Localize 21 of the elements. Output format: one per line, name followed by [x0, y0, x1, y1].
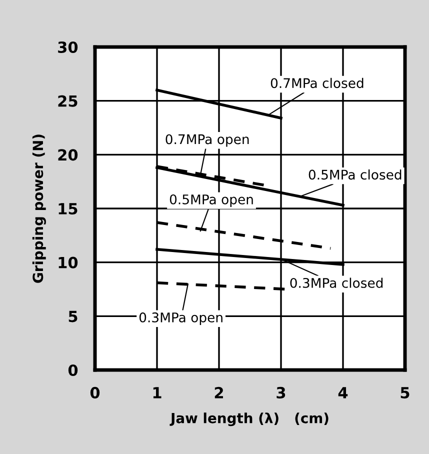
x-tick-label: 3 — [276, 386, 286, 398]
annotation: 0.7MPa open — [166, 134, 249, 147]
x-axis-title: Jaw length (λ) (cm) — [170, 412, 328, 426]
x-tick-label: 5 — [400, 387, 410, 398]
y-tick-label: 15 — [58, 203, 78, 215]
y-tick-label: 10 — [58, 256, 78, 268]
y-axis-title: Gripping power (N) — [32, 134, 46, 283]
annotation: 0.3MPa closed — [290, 278, 383, 288]
x-tick-label: 4 — [338, 387, 348, 398]
annotation: 0.3MPa open — [139, 312, 222, 325]
x-tick-label: 1 — [153, 387, 162, 398]
y-tick-label: 25 — [58, 95, 78, 107]
annotation: 0.7MPa closed — [270, 78, 364, 88]
x-tick-label: 2 — [214, 386, 223, 398]
y-tick-label: 20 — [58, 149, 78, 161]
annotation: 0.5MPa open — [170, 194, 253, 207]
y-tick-label: 5 — [68, 310, 78, 322]
y-tick-label: 0 — [68, 364, 78, 376]
x-tick-label: 0 — [90, 386, 100, 398]
y-tick-label: 30 — [58, 41, 78, 54]
annotation: 0.5MPa closed — [308, 169, 402, 180]
